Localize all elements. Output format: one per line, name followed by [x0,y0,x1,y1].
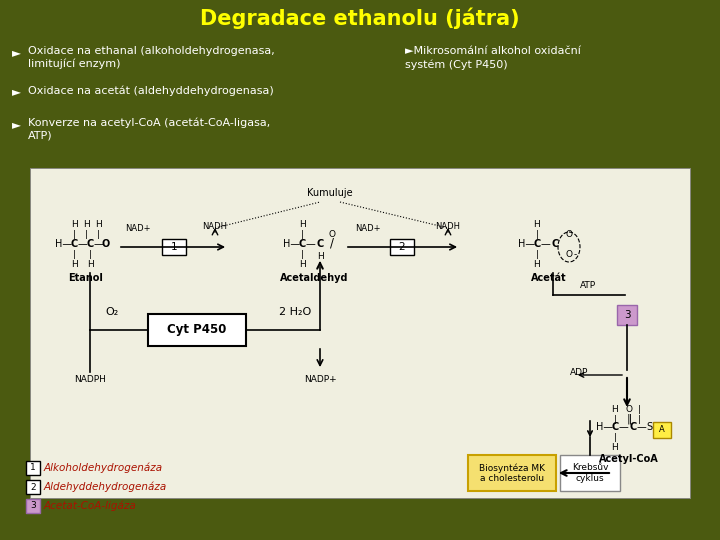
Text: —: — [618,422,628,432]
Text: NADH: NADH [202,222,228,231]
Text: |: | [536,250,539,259]
Text: 3: 3 [30,502,36,510]
Text: |: | [613,433,616,442]
Text: ►: ► [12,46,21,59]
Text: O: O [565,250,572,259]
Text: ►: ► [12,85,21,98]
Text: 2 H₂O: 2 H₂O [279,307,311,317]
Text: 2: 2 [30,483,36,491]
Bar [26,461,40,475]
Bar [617,305,637,325]
Text: Alkoholdehydrogenáza: Alkoholdehydrogenáza [44,463,163,473]
Text: |: | [637,415,641,424]
Text: C: C [71,239,78,249]
Bar [653,422,671,438]
Text: O₂: O₂ [105,307,119,317]
Text: —: — [540,239,550,249]
Text: C: C [298,239,305,249]
Text: Konverze na acetyl-CoA (acetát-CoA-ligasa,
ATP): Konverze na acetyl-CoA (acetát-CoA-ligas… [28,118,270,141]
Text: O: O [565,230,572,239]
Text: H: H [317,252,323,261]
Text: H: H [94,220,102,229]
Text: |: | [73,250,76,259]
Text: NADP+: NADP+ [304,375,336,384]
Text: Acetyl-CoA: Acetyl-CoA [599,454,659,464]
Text: C: C [86,239,94,249]
Text: H: H [71,260,77,269]
Text: 1: 1 [30,463,36,472]
Text: O: O [328,230,336,239]
Text: ‖: ‖ [626,414,631,424]
Text: 1: 1 [171,242,177,252]
Text: |: | [613,415,616,424]
Text: ADP: ADP [570,368,588,377]
Text: —: — [305,239,315,249]
Text: H: H [299,260,305,269]
Text: —: — [77,239,87,249]
Text: H: H [611,405,618,414]
Text: Etanol: Etanol [68,273,104,283]
Text: NADPH: NADPH [74,375,106,384]
Text: NADH: NADH [436,222,461,231]
Text: ►Mikrosomální alkohol oxidační
systém (Cyt P450): ►Mikrosomální alkohol oxidační systém (C… [405,46,581,70]
Text: Oxidace na acetát (aldehyddehydrogenasa): Oxidace na acetát (aldehyddehydrogenasa) [28,85,274,96]
Text: H—: H— [284,239,300,249]
Text: Acetaldehyd: Acetaldehyd [280,273,348,283]
Text: 3: 3 [624,310,630,320]
Text: NAD+: NAD+ [355,224,381,233]
Text: C: C [611,422,618,432]
Text: O: O [626,405,632,414]
Text: ►: ► [12,118,21,131]
Text: C: C [552,239,559,249]
Text: |: | [637,405,641,414]
Text: |: | [96,230,99,239]
Bar [148,314,246,346]
Text: Aldehyddehydrogenáza: Aldehyddehydrogenáza [44,482,167,492]
Text: H: H [71,220,77,229]
Text: C: C [316,239,323,249]
Text: ATP: ATP [580,281,596,290]
Text: Acetat-CoA-ligáza: Acetat-CoA-ligáza [44,501,137,511]
Text: Biosyntéza MK
a cholesterolu: Biosyntéza MK a cholesterolu [479,463,545,483]
Text: H: H [83,220,89,229]
Text: H: H [611,443,618,452]
Text: Cyt P450: Cyt P450 [167,323,227,336]
Bar [162,239,186,255]
Text: |: | [300,250,304,259]
Text: |: | [300,230,304,239]
Text: A: A [659,426,665,435]
Text: 2: 2 [399,242,405,252]
Text: Acetát: Acetát [531,273,567,283]
Text: H: H [534,220,541,229]
Text: H: H [299,220,305,229]
Text: |: | [73,230,76,239]
Text: H—: H— [55,239,73,249]
Text: H—: H— [596,422,613,432]
Bar [26,480,40,494]
Text: Degradace ethanolu (játra): Degradace ethanolu (játra) [200,7,520,29]
Text: —: — [93,239,103,249]
Bar [560,455,620,491]
Bar [468,455,556,491]
Text: |: | [89,250,91,259]
Text: -: - [573,250,577,259]
Text: Kumuluje: Kumuluje [307,188,353,198]
Text: |: | [536,230,539,239]
Text: Oxidace na ethanal (alkoholdehydrogenasa,
limitující enzym): Oxidace na ethanal (alkoholdehydrogenasa… [28,46,275,69]
Bar [390,239,414,255]
Text: |: | [84,230,88,239]
Text: C: C [534,239,541,249]
Text: C: C [629,422,636,432]
Text: /: / [330,236,334,249]
Text: —: — [636,422,646,432]
Text: S: S [646,422,652,432]
Text: H—: H— [518,239,536,249]
Text: H: H [86,260,94,269]
Bar [26,499,40,513]
Text: H: H [534,260,541,269]
Bar [30,168,690,498]
Text: O: O [102,239,110,249]
Text: NAD+: NAD+ [125,224,150,233]
Text: Krebsův
cyklus: Krebsův cyklus [572,463,608,483]
